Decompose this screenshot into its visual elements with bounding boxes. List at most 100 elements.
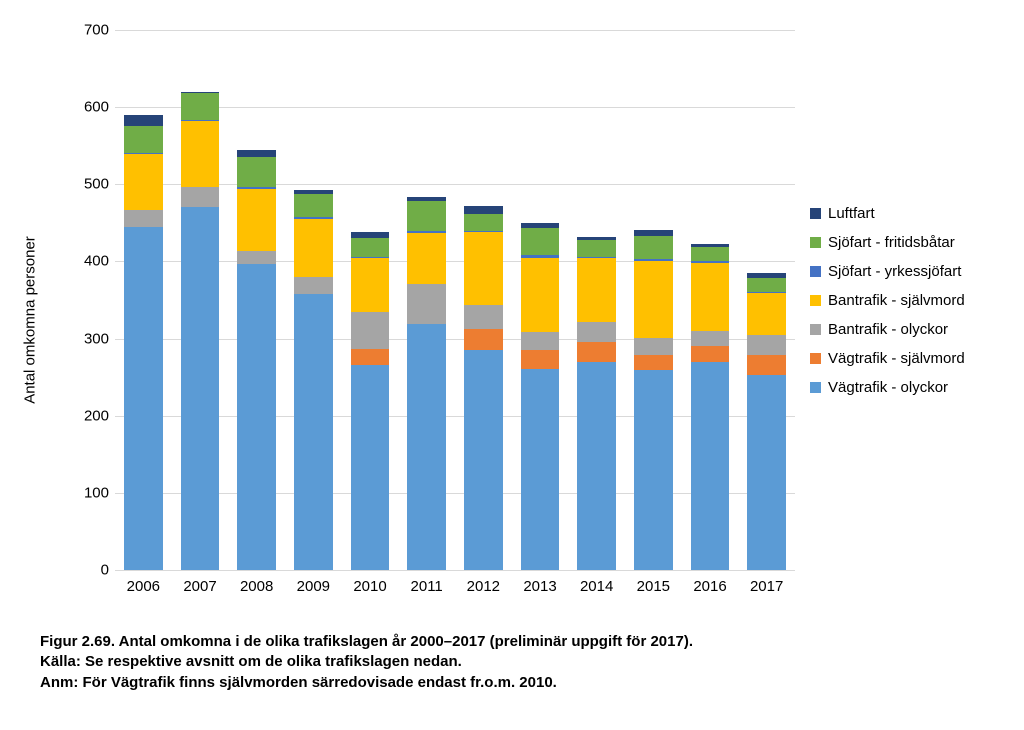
bar-segment-luftfart — [521, 223, 560, 228]
bar-segment-bantrafik_sjalvmord — [691, 263, 730, 331]
bar-segment-luftfart — [407, 197, 446, 201]
bar-group-2017 — [747, 30, 786, 570]
caption-line-2: Källa: Se respektive avsnitt om de olika… — [40, 652, 693, 672]
bar-group-2008 — [237, 30, 276, 570]
legend: LuftfartSjöfart - fritidsbåtarSjöfart - … — [810, 205, 965, 408]
bar-segment-vagtrafik_sjalvmord — [691, 346, 730, 361]
figure-caption: Figur 2.69. Antal omkomna i de olika tra… — [40, 632, 693, 693]
bar-segment-vagtrafik_sjalvmord — [351, 349, 390, 364]
bar-group-2014 — [577, 30, 616, 570]
y-tick-label: 600 — [73, 99, 109, 116]
plot-area: 0100200300400500600700200620072008200920… — [115, 30, 795, 570]
bar-segment-bantrafik_olyckor — [577, 322, 616, 343]
bar-segment-vagtrafik_olyckor — [747, 375, 786, 570]
bar-segment-vagtrafik_sjalvmord — [577, 342, 616, 361]
legend-swatch — [810, 266, 821, 277]
x-tick-label: 2012 — [467, 578, 500, 595]
y-tick-label: 300 — [73, 330, 109, 347]
bar-segment-bantrafik_sjalvmord — [747, 293, 786, 335]
bar-segment-sjofart_yrkes — [294, 217, 333, 219]
legend-swatch — [810, 324, 821, 335]
bar-segment-sjofart_fritid — [237, 157, 276, 188]
x-tick-label: 2011 — [411, 578, 443, 595]
bar-group-2010 — [351, 30, 390, 570]
bar-segment-luftfart — [351, 232, 390, 237]
legend-swatch — [810, 295, 821, 306]
legend-swatch — [810, 237, 821, 248]
bar-segment-sjofart_fritid — [294, 194, 333, 217]
bar-segment-bantrafik_sjalvmord — [181, 121, 220, 187]
bar-segment-vagtrafik_olyckor — [294, 294, 333, 570]
y-tick-label: 700 — [73, 22, 109, 39]
legend-item-vagtrafik_sjalvmord: Vägtrafik - självmord — [810, 350, 965, 367]
bar-segment-bantrafik_sjalvmord — [237, 189, 276, 251]
x-tick-label: 2009 — [297, 578, 330, 595]
bar-segment-luftfart — [691, 244, 730, 247]
bar-segment-sjofart_yrkes — [351, 257, 390, 259]
bar-segment-vagtrafik_olyckor — [634, 370, 673, 570]
bar-segment-sjofart_fritid — [747, 278, 786, 292]
bar-segment-luftfart — [181, 92, 220, 94]
bar-segment-bantrafik_olyckor — [181, 187, 220, 206]
bar-segment-vagtrafik_sjalvmord — [521, 350, 560, 369]
legend-swatch — [810, 382, 821, 393]
bar-segment-bantrafik_olyckor — [747, 335, 786, 355]
bar-segment-bantrafik_olyckor — [634, 338, 673, 355]
legend-label: Vägtrafik - olyckor — [828, 379, 948, 396]
y-tick-label: 200 — [73, 407, 109, 424]
bar-segment-vagtrafik_olyckor — [237, 264, 276, 570]
bar-segment-bantrafik_sjalvmord — [464, 232, 503, 305]
gridline — [115, 570, 795, 571]
legend-label: Luftfart — [828, 205, 875, 222]
bar-segment-bantrafik_olyckor — [124, 210, 163, 227]
x-tick-label: 2008 — [240, 578, 273, 595]
bar-segment-sjofart_yrkes — [521, 255, 560, 258]
legend-item-sjofart_fritid: Sjöfart - fritidsbåtar — [810, 234, 965, 251]
bar-segment-sjofart_yrkes — [577, 257, 616, 259]
bar-segment-sjofart_yrkes — [464, 231, 503, 233]
bar-segment-bantrafik_olyckor — [294, 277, 333, 294]
y-axis-label: Antal omkomna personer — [22, 236, 39, 404]
bar-segment-sjofart_fritid — [577, 240, 616, 257]
bar-segment-bantrafik_olyckor — [464, 305, 503, 328]
x-tick-label: 2017 — [750, 578, 783, 595]
caption-line-1: Figur 2.69. Antal omkomna i de olika tra… — [40, 632, 693, 652]
bar-segment-bantrafik_sjalvmord — [124, 154, 163, 210]
legend-swatch — [810, 208, 821, 219]
bar-segment-bantrafik_sjalvmord — [407, 233, 446, 284]
caption-line-3: Anm: För Vägtrafik finns självmorden sär… — [40, 673, 693, 693]
bar-segment-sjofart_fritid — [521, 228, 560, 256]
bar-segment-bantrafik_olyckor — [691, 331, 730, 346]
bar-segment-vagtrafik_olyckor — [124, 227, 163, 570]
bar-segment-sjofart_fritid — [691, 247, 730, 261]
bar-segment-sjofart_fritid — [407, 201, 446, 232]
bar-group-2016 — [691, 30, 730, 570]
bar-group-2009 — [294, 30, 333, 570]
bar-segment-luftfart — [747, 273, 786, 278]
bar-segment-luftfart — [237, 150, 276, 156]
bar-segment-sjofart_yrkes — [691, 261, 730, 263]
legend-label: Sjöfart - fritidsbåtar — [828, 234, 955, 251]
x-tick-label: 2006 — [127, 578, 160, 595]
y-tick-label: 100 — [73, 484, 109, 501]
bar-segment-sjofart_yrkes — [237, 187, 276, 189]
bar-segment-sjofart_yrkes — [747, 292, 786, 294]
legend-swatch — [810, 353, 821, 364]
bar-group-2013 — [521, 30, 560, 570]
bar-segment-bantrafik_olyckor — [407, 284, 446, 324]
bar-segment-vagtrafik_olyckor — [351, 365, 390, 570]
bar-segment-luftfart — [577, 237, 616, 240]
bar-segment-luftfart — [124, 115, 163, 126]
legend-label: Bantrafik - olyckor — [828, 321, 948, 338]
x-tick-label: 2010 — [353, 578, 386, 595]
bar-segment-bantrafik_sjalvmord — [351, 258, 390, 312]
x-tick-label: 2007 — [183, 578, 216, 595]
legend-item-vagtrafik_olyckor: Vägtrafik - olyckor — [810, 379, 965, 396]
bar-group-2006 — [124, 30, 163, 570]
bar-segment-sjofart_yrkes — [124, 153, 163, 155]
x-tick-label: 2014 — [580, 578, 613, 595]
bar-segment-bantrafik_sjalvmord — [634, 261, 673, 338]
bar-group-2012 — [464, 30, 503, 570]
bar-group-2015 — [634, 30, 673, 570]
bar-segment-sjofart_fritid — [124, 126, 163, 153]
